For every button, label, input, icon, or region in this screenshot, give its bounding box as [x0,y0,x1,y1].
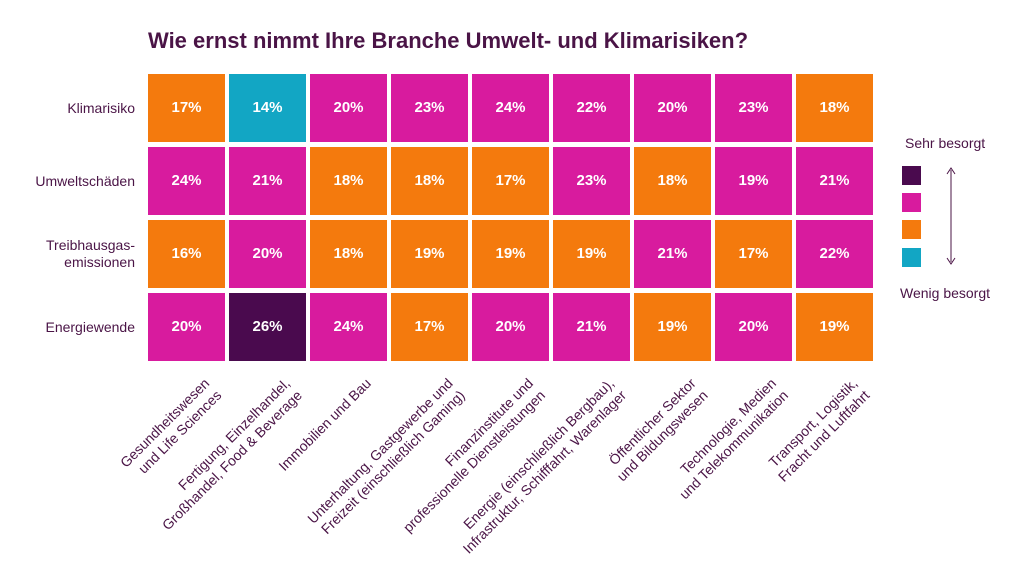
cell-value-label: 18% [333,245,364,262]
cell-value-label: 16% [171,245,202,262]
heatmap-cell [715,147,792,215]
heatmap-cell [229,220,306,288]
row-label: Klimarisiko [67,99,135,116]
heatmap-cell [310,74,387,142]
cell-value-label: 20% [738,318,769,335]
heatmap-cell [472,220,549,288]
heatmap-cell [715,220,792,288]
cell-value-label: 19% [495,245,526,262]
heatmap-cell [391,147,468,215]
heatmap-cell [796,220,873,288]
cell-value-label: 23% [738,99,769,116]
heatmap-cell [634,147,711,215]
heatmap-cell [472,293,549,361]
heatmap-cell [148,74,225,142]
cell-value-label: 21% [576,318,607,335]
cell-value-label: 26% [252,318,283,335]
heatmap-cell [229,293,306,361]
row-label: Energiewende [45,318,135,335]
cell-value-label: 20% [333,99,364,116]
legend-swatch [902,248,921,267]
cell-value-label: 19% [576,245,607,262]
heatmap-cell [796,74,873,142]
heatmap-cell [310,220,387,288]
row-label: Treibhausgas-emissionen [46,237,135,270]
legend-swatch [902,220,921,239]
heatmap-cell [391,220,468,288]
cell-value-label: 19% [657,318,688,335]
legend-swatch [902,166,921,185]
heatmap-cell [634,293,711,361]
heatmap-cell [553,74,630,142]
cell-value-label: 23% [576,172,607,189]
heatmap-cell [310,147,387,215]
heatmap-cell [553,293,630,361]
cell-value-label: 17% [495,172,526,189]
cell-value-label: 18% [333,172,364,189]
cell-value-label: 24% [495,99,526,116]
legend-bottom-label: Wenig besorgt [900,285,991,301]
heatmap-cell [553,220,630,288]
cell-value-label: 21% [252,172,283,189]
cell-value-label: 21% [657,245,688,262]
heatmap-cell [472,147,549,215]
heatmap-cell [391,293,468,361]
cell-value-label: 24% [333,318,364,335]
cell-value-label: 18% [657,172,688,189]
cell-value-label: 19% [738,172,769,189]
cell-value-label: 19% [819,318,850,335]
heatmap-cell [553,147,630,215]
heatmap-cell [715,74,792,142]
cell-value-label: 22% [819,245,850,262]
cell-value-label: 17% [738,245,769,262]
heatmap-cell [229,147,306,215]
legend-arrow-up-head [946,167,956,175]
cell-value-label: 19% [414,245,445,262]
cell-value-label: 22% [576,99,607,116]
cell-value-label: 14% [252,99,283,116]
legend-swatch [902,193,921,212]
cell-value-label: 24% [171,172,202,189]
legend-top-label: Sehr besorgt [905,135,986,151]
heatmap-cell [634,220,711,288]
cell-value-label: 20% [252,245,283,262]
heatmap-cell [796,293,873,361]
legend-arrow-down-head [946,257,956,265]
cell-value-label: 17% [414,318,445,335]
heatmap-cell [229,74,306,142]
heatmap-cell [715,293,792,361]
cell-value-label: 23% [414,99,445,116]
row-label: Umweltschäden [35,172,135,189]
heatmap-cell [796,147,873,215]
cell-value-label: 20% [171,318,202,335]
cell-value-label: 17% [171,99,202,116]
cell-value-label: 21% [819,172,850,189]
cell-value-label: 20% [657,99,688,116]
heatmap-cell [148,293,225,361]
cell-value-label: 18% [819,99,850,116]
heatmap-cell [148,147,225,215]
heatmap-cell [391,74,468,142]
chart-title: Wie ernst nimmt Ihre Branche Umwelt- und… [148,28,749,53]
heatmap-cell [148,220,225,288]
heatmap-cell [310,293,387,361]
heatmap-cell [472,74,549,142]
cell-value-label: 20% [495,318,526,335]
heatmap-cells [148,74,873,361]
cell-value-label: 18% [414,172,445,189]
legend [946,167,956,265]
heatmap-cell [634,74,711,142]
